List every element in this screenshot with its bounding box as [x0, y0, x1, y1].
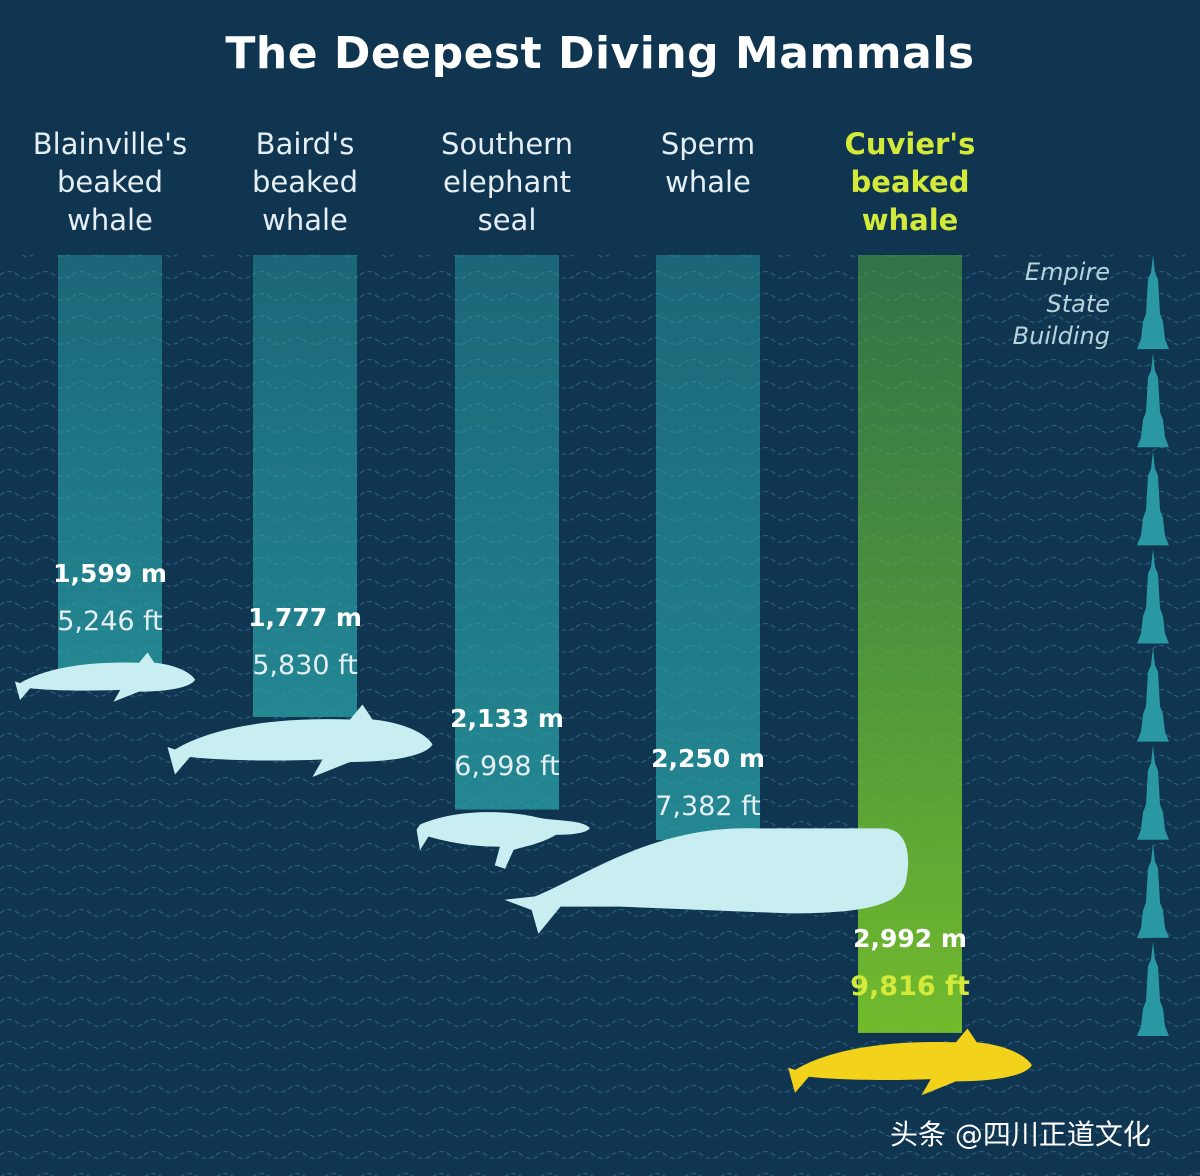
depth-label-ft: 5,246 ft	[57, 606, 163, 637]
animal-silhouette	[14, 652, 196, 702]
esb-label-line-2: State	[1046, 290, 1110, 318]
chart-title: The Deepest Diving Mammals	[225, 28, 975, 79]
depth-label-m: 1,599 m	[53, 559, 167, 588]
empire-state-building-icon	[1137, 451, 1169, 546]
depth-label-ft: 5,830 ft	[252, 650, 358, 681]
species-label: Blainville's beaked whale	[10, 125, 210, 239]
animal-body	[167, 704, 433, 777]
species-label-line: Cuvier's	[844, 127, 976, 161]
empire-state-building-label: Empire State Building	[990, 256, 1110, 352]
animal-silhouette	[504, 828, 909, 934]
depth-label-m: 2,250 m	[651, 744, 765, 773]
empire-state-building-icon	[1137, 647, 1169, 742]
species-label-line: Sperm	[660, 127, 756, 161]
species-label: Sperm whale	[608, 125, 808, 201]
depth-bar	[58, 255, 162, 671]
depth-bar	[455, 255, 559, 810]
depth-label-ft: 7,382 ft	[655, 791, 761, 822]
watermark: 头条 @四川正道文化	[890, 1118, 1151, 1151]
depth-label-ft: 9,816 ft	[850, 971, 970, 1002]
empire-state-building-icon	[1137, 255, 1169, 350]
ocean-wave-texture	[0, 255, 1200, 1176]
species-label: Southern elephant seal	[407, 125, 607, 239]
empire-state-building-icon	[1137, 843, 1169, 938]
species-label-line: seal	[477, 203, 537, 237]
animal-silhouette	[416, 812, 590, 869]
depth-label-m: 2,992 m	[853, 924, 967, 953]
species-label-line: whale	[665, 165, 751, 199]
depth-label-ft: 6,998 ft	[454, 751, 560, 782]
depth-bar	[253, 255, 357, 718]
species-label-line: whale	[67, 203, 153, 237]
species-label-line: Southern	[441, 127, 573, 161]
esb-label-line-1: Empire	[1024, 258, 1110, 286]
empire-state-building-icon	[1137, 353, 1169, 448]
species-label-line: elephant	[442, 165, 572, 199]
animal-body	[504, 828, 909, 934]
species-label-line: whale	[861, 203, 959, 237]
animal-body	[788, 1028, 1032, 1096]
species-label-line: beaked	[56, 165, 164, 199]
species-label-line: beaked	[850, 165, 970, 199]
esb-label-line-3: Building	[1012, 322, 1110, 350]
species-label: Baird's beaked whale	[205, 125, 405, 239]
animal-silhouette	[167, 704, 433, 777]
depth-label-m: 1,777 m	[248, 603, 362, 632]
species-label-line: beaked	[251, 165, 359, 199]
species-label-line: Blainville's	[32, 127, 188, 161]
depth-bar	[858, 255, 962, 1033]
empire-state-building-icon	[1137, 745, 1169, 840]
empire-state-building-icon	[1137, 941, 1169, 1036]
animal-body	[14, 652, 196, 702]
empire-state-building-icon	[1137, 549, 1169, 644]
animal-body	[416, 812, 590, 869]
depth-bar	[656, 255, 760, 840]
animal-silhouette	[788, 1028, 1032, 1096]
species-label-line: Baird's	[255, 127, 355, 161]
species-label: Cuvier's beaked whale	[810, 125, 1010, 239]
species-label-line: whale	[262, 203, 348, 237]
depth-label-m: 2,133 m	[450, 704, 564, 733]
